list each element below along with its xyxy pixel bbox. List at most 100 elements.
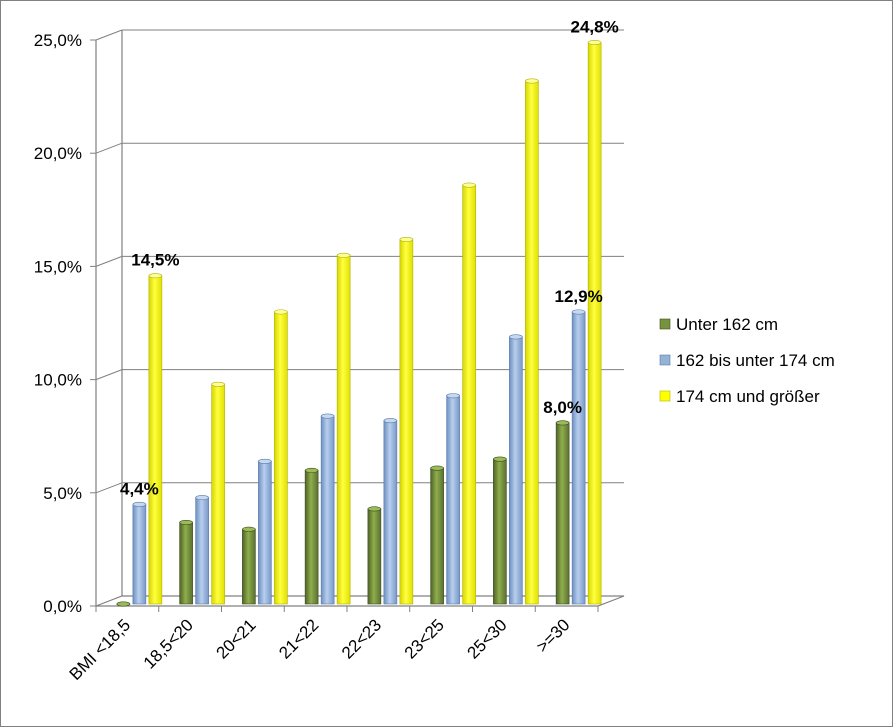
bar-top xyxy=(587,40,602,46)
data-label: 14,5% xyxy=(131,251,179,270)
bar-body xyxy=(336,255,351,605)
bar-top xyxy=(336,252,351,258)
bar-body xyxy=(179,522,193,605)
bar-top xyxy=(525,78,539,84)
bar-body xyxy=(571,311,586,605)
bar-body xyxy=(242,528,256,605)
bar-body xyxy=(304,470,319,605)
x-tick-label: 20<21 xyxy=(213,615,260,662)
data-label: 24,8% xyxy=(571,18,619,37)
bar-body xyxy=(320,415,335,605)
bar xyxy=(509,334,523,605)
gridline-side xyxy=(95,255,123,267)
bar-top xyxy=(367,506,382,512)
bar-top xyxy=(399,236,414,242)
bar-top xyxy=(555,420,570,426)
bar-top xyxy=(195,495,209,501)
bar-top xyxy=(132,501,147,507)
bar xyxy=(116,601,131,607)
bar xyxy=(211,381,225,605)
bar-body xyxy=(383,420,398,605)
data-label: 4,4% xyxy=(120,479,159,498)
bar-top xyxy=(462,182,476,188)
legend-label: Unter 162 cm xyxy=(676,315,778,334)
bar-top xyxy=(148,273,163,279)
floor xyxy=(95,595,625,607)
bar xyxy=(195,495,209,605)
y-tick-label: 20,0% xyxy=(34,144,82,163)
bar xyxy=(430,465,444,605)
bar-top xyxy=(383,418,398,424)
legend-swatch xyxy=(659,390,671,402)
bar-body xyxy=(211,384,225,605)
bar-body xyxy=(274,311,288,605)
gridline-side xyxy=(95,142,123,154)
bar xyxy=(258,458,272,605)
bar xyxy=(336,252,351,605)
y-tick-label: 10,0% xyxy=(34,371,82,390)
bar-top xyxy=(571,309,586,315)
bar-body xyxy=(525,80,539,605)
legend-swatch xyxy=(659,354,671,366)
bar-body xyxy=(148,275,163,605)
bar-top xyxy=(211,381,225,387)
bar-top xyxy=(493,456,507,462)
x-tick-label: 21<22 xyxy=(275,615,322,662)
bar-top xyxy=(179,519,193,525)
bar-body xyxy=(509,336,523,605)
bar xyxy=(242,526,256,605)
x-tick-label: >=30 xyxy=(533,615,574,656)
bar-body xyxy=(462,184,476,605)
bar-body xyxy=(430,467,444,605)
x-tick-label: 23<25 xyxy=(401,615,448,662)
bar-body xyxy=(367,508,382,605)
bar-body xyxy=(587,42,602,605)
bar-top xyxy=(509,334,523,340)
bars xyxy=(116,40,602,607)
bar-body xyxy=(555,422,570,605)
bar-top xyxy=(242,526,256,532)
x-axis: BMI <18,5 18,5<20 20<21 21<22 22<23 23<25 25<3… xyxy=(66,606,599,684)
bar-top xyxy=(430,465,444,471)
bar xyxy=(179,519,193,605)
bar xyxy=(587,40,602,605)
y-tick-label: 15,0% xyxy=(34,257,82,276)
bar xyxy=(446,393,460,605)
bar-top xyxy=(320,413,335,419)
gridline-side xyxy=(95,369,123,381)
data-label: 12,9% xyxy=(555,287,603,306)
bar-body xyxy=(399,239,414,605)
bar xyxy=(383,418,398,605)
gridlines xyxy=(95,29,624,494)
y-tick-label: 25,0% xyxy=(34,31,82,50)
y-axis: 0,0% 5,0% 10,0% 15,0% 20,0% 25,0% xyxy=(34,31,96,616)
y-tick-label: 0,0% xyxy=(43,597,82,616)
bar xyxy=(320,413,335,605)
bar xyxy=(462,182,476,605)
bar-top xyxy=(258,458,272,464)
bar xyxy=(274,309,288,605)
bar xyxy=(304,467,319,605)
data-labels: 4,4% 14,5% 8,0% 12,9% 24,8% xyxy=(120,18,619,499)
bar-body xyxy=(195,497,209,605)
bar-top xyxy=(446,393,460,399)
bar xyxy=(132,501,147,605)
y-tick-label: 5,0% xyxy=(43,484,82,503)
x-tick-label: 22<23 xyxy=(338,615,385,662)
bar xyxy=(525,78,539,605)
gridline-side xyxy=(95,482,123,494)
bar-top xyxy=(116,601,131,607)
legend: Unter 162 cm 162 bis unter 174 cm 174 cm u… xyxy=(659,315,835,406)
bar xyxy=(148,273,163,605)
legend-label: 162 bis unter 174 cm xyxy=(676,351,835,370)
plot-walls xyxy=(95,30,625,607)
bar xyxy=(555,420,570,605)
bar-body xyxy=(258,461,272,605)
data-label: 8,0% xyxy=(543,398,582,417)
x-tick-label: 18,5<20 xyxy=(140,615,197,672)
bar xyxy=(399,236,414,605)
bar-body xyxy=(493,458,507,605)
x-tick-label: BMI <18,5 xyxy=(66,615,135,684)
legend-swatch xyxy=(659,318,671,330)
